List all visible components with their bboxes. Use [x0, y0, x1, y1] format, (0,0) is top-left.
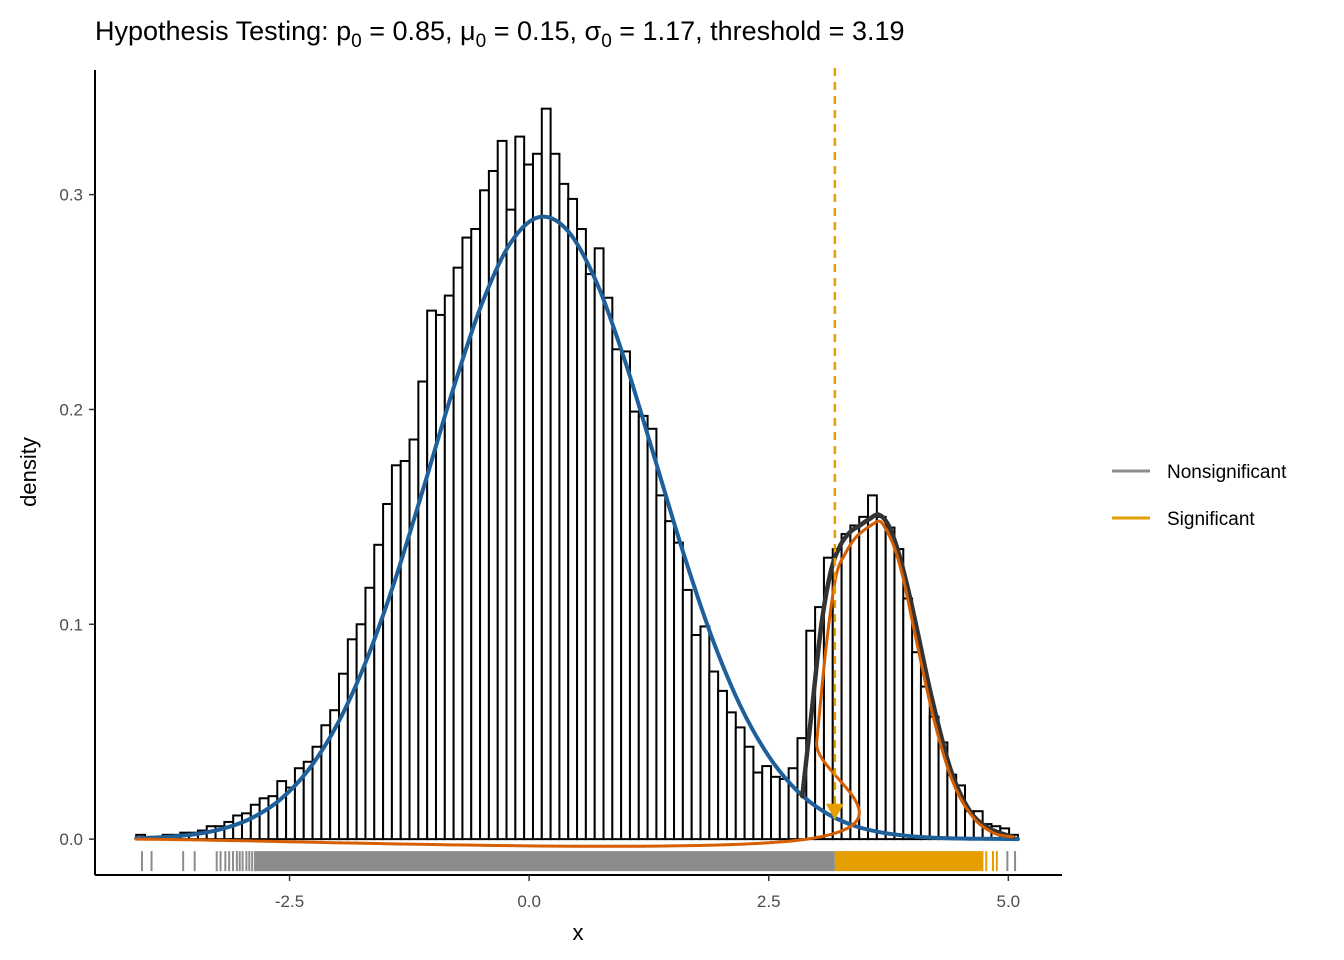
histogram-bar: [593, 247, 605, 841]
legend-label: Significant: [1167, 509, 1255, 530]
title-text: = 0.85, μ: [362, 16, 476, 46]
density-curve: [134, 519, 1015, 848]
histogram-bar: [646, 427, 658, 841]
histogram-bar: [752, 771, 764, 841]
histogram-bar: [902, 597, 914, 841]
histogram-bar: [505, 208, 517, 841]
histogram-bar: [558, 182, 570, 841]
histogram-bar: [849, 524, 861, 841]
histogram-bar: [673, 541, 684, 841]
histogram-bar: [699, 625, 711, 841]
density-curve: [800, 512, 1016, 840]
legend-label: Nonsignificant: [1167, 462, 1287, 483]
histogram-bar: [549, 152, 561, 841]
y-tick-label: 0.1: [59, 615, 83, 634]
histogram-bar: [258, 797, 270, 841]
histogram-bar: [628, 410, 640, 841]
histogram-bar: [355, 623, 367, 841]
threshold-marker: [825, 803, 844, 820]
y-tick-label: 0.2: [59, 400, 83, 419]
histogram-bar: [576, 227, 587, 841]
histogram-bar: [611, 348, 623, 841]
histogram-bar: [443, 294, 455, 841]
histogram-bar: [743, 745, 755, 841]
x-tick-label: 5.0: [997, 892, 1021, 911]
y-axis-label: density: [16, 437, 41, 507]
plot-area: 0.0 0.1 0.2 0.3 -2.5 0.0 2.5 5.0: [59, 68, 1062, 911]
histogram-bar: [461, 236, 473, 841]
chart-title: Hypothesis Testing: p0 = 0.85, μ0 = 0.15…: [95, 16, 905, 52]
title-subscript: 0: [601, 31, 612, 52]
histogram-bar: [390, 464, 402, 841]
histogram-bar: [364, 586, 376, 841]
histogram-bar: [232, 814, 244, 841]
histogram-bar: [567, 197, 579, 841]
title-text: = 0.15, σ: [486, 16, 601, 46]
rug-band: [256, 851, 835, 872]
histogram-bar: [346, 638, 358, 841]
histogram-bar: [373, 543, 385, 841]
histogram-bar: [681, 588, 693, 841]
histogram-bar: [602, 296, 614, 841]
histogram-bar: [408, 438, 420, 841]
histogram-bar: [426, 309, 437, 841]
x-tick-label: 2.5: [757, 892, 781, 911]
histogram-bar: [770, 775, 781, 841]
x-tick-label: 0.0: [517, 892, 541, 911]
legend: Nonsignificant Significant: [1112, 462, 1287, 530]
histogram-bar: [778, 777, 790, 841]
histogram-bar: [725, 711, 737, 841]
histogram-bar: [434, 313, 446, 841]
histogram-bar: [734, 726, 746, 841]
y-tick-label: 0.3: [59, 186, 83, 205]
histogram-bar: [787, 767, 799, 841]
histogram-bar: [276, 780, 288, 841]
histogram-bar: [884, 526, 896, 841]
histogram-bar: [399, 460, 411, 841]
histogram-bar: [584, 273, 596, 841]
histogram-bar: [496, 139, 508, 841]
title-text: Hypothesis Testing: p: [95, 16, 351, 46]
title-subscript: 0: [476, 31, 487, 52]
histogram-bar: [531, 152, 543, 841]
title-subscript: 0: [351, 31, 362, 52]
histogram-bar: [690, 634, 702, 841]
histogram-bar: [620, 350, 631, 841]
histogram-bar: [382, 502, 393, 841]
histogram-bar: [523, 163, 534, 841]
histogram-bar: [338, 672, 349, 841]
histogram-bar: [867, 494, 878, 841]
histogram-bar: [637, 414, 649, 841]
histogram-bar: [514, 135, 526, 841]
histogram-bar: [858, 515, 870, 841]
title-text: = 1.17, threshold = 3.19: [612, 16, 905, 46]
histogram-bar: [717, 689, 728, 841]
y-tick-label: 0.0: [59, 830, 83, 849]
histogram-bar: [893, 548, 905, 841]
histogram-bar: [655, 494, 667, 841]
rug-band: [834, 851, 984, 872]
histogram-bar: [708, 670, 720, 841]
histogram-bar: [761, 765, 773, 841]
density-curve: [134, 214, 1020, 842]
histogram-bar: [919, 685, 931, 841]
histogram-bar: [249, 803, 261, 841]
histogram-bar: [417, 380, 429, 841]
histogram-bar: [911, 651, 922, 841]
histogram-bar: [875, 515, 887, 841]
x-axis-label: x: [573, 920, 584, 945]
histogram-bar: [664, 520, 676, 841]
histogram-bar: [452, 266, 464, 841]
x-tick-label: -2.5: [275, 892, 304, 911]
